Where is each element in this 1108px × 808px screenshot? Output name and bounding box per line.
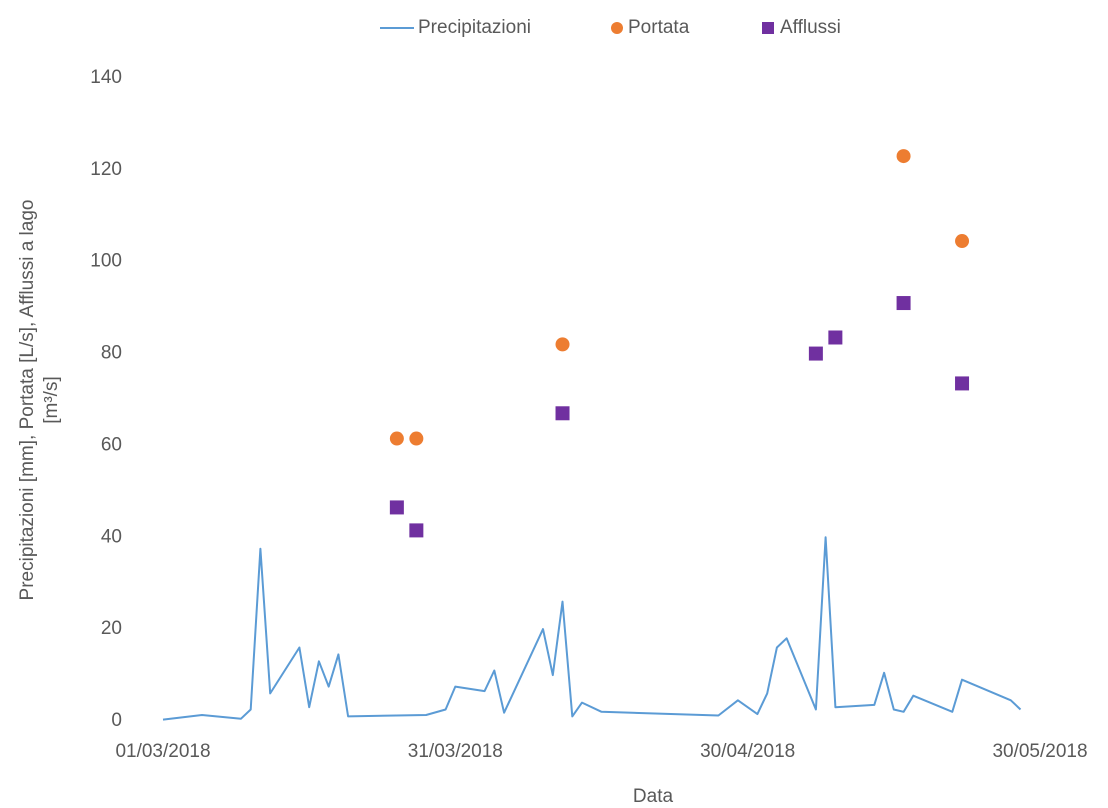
marker-circle [409, 431, 424, 446]
marker-circle [555, 337, 570, 352]
y-tick-label: 40 [101, 526, 122, 547]
legend-label: Precipitazioni [418, 17, 531, 38]
marker-square [828, 330, 843, 345]
precip-line [162, 536, 1022, 721]
y-tick-label: 60 [101, 434, 122, 455]
marker-square [389, 500, 404, 515]
y-tick-label: 0 [111, 710, 122, 731]
marker-square [955, 376, 970, 391]
legend-swatch [611, 22, 623, 34]
marker-square [555, 406, 570, 421]
x-tick-label: 01/03/2018 [115, 741, 210, 762]
marker-square [808, 346, 823, 361]
marker-circle [896, 149, 911, 164]
y-tick-label: 120 [90, 159, 122, 180]
y-tick-label: 80 [101, 343, 122, 364]
legend-label: Portata [628, 17, 690, 38]
marker-square [896, 296, 911, 311]
legend-swatch [762, 22, 774, 34]
x-tick-label: 30/04/2018 [700, 741, 795, 762]
y-axis-label: Precipitazioni [mm], Portata [L/s], Affl… [17, 200, 62, 601]
y-tick-label: 100 [90, 251, 122, 272]
x-tick-label: 31/03/2018 [408, 741, 503, 762]
y-axis-label-line: [m³/s] [41, 376, 62, 424]
marker-circle [389, 431, 404, 446]
x-axis-label: Data [633, 786, 674, 807]
y-axis-label-line: Precipitazioni [mm], Portata [L/s], Affl… [17, 200, 38, 601]
marker-square [409, 523, 424, 538]
y-tick-label: 20 [101, 618, 122, 639]
legend-label: Afflussi [780, 17, 841, 38]
marker-circle [955, 234, 970, 249]
x-tick-label: 30/05/2018 [992, 741, 1087, 762]
y-tick-label: 140 [90, 67, 122, 88]
